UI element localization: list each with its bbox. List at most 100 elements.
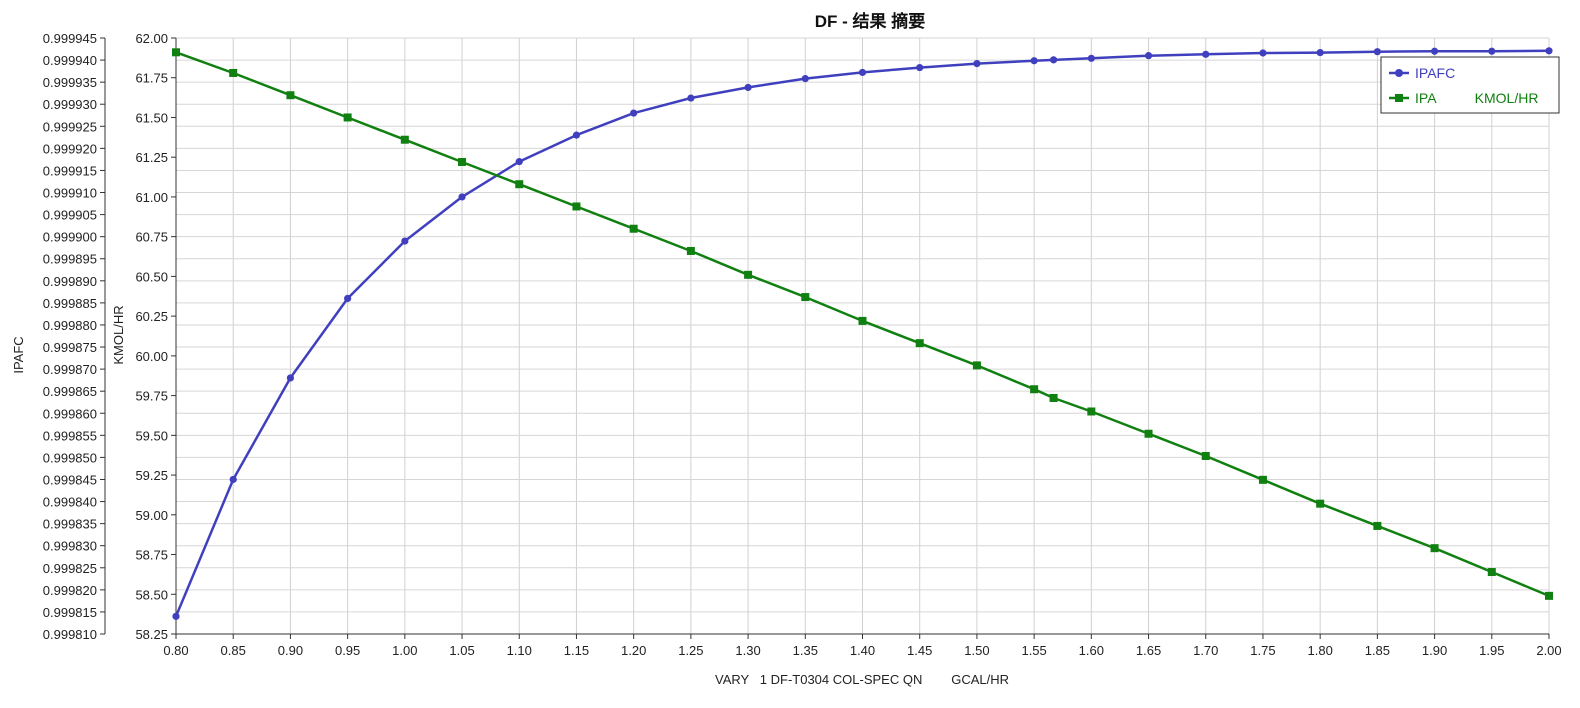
data-point-ipafc	[687, 94, 695, 102]
left-tick-label: 0.999810	[43, 627, 97, 642]
data-point-ipa	[400, 135, 409, 144]
data-point-ipa	[1545, 591, 1553, 600]
left-tick-label: 0.999920	[43, 141, 97, 156]
data-point-ipafc	[1202, 50, 1210, 58]
data-point-ipa	[686, 246, 695, 255]
left-tick-label: 0.999835	[43, 517, 97, 532]
right-tick-label: 59.25	[135, 468, 168, 483]
right-tick-label: 62.00	[135, 31, 168, 46]
left-tick-label: 0.999915	[43, 163, 97, 178]
x-tick-label: 1.95	[1479, 643, 1504, 658]
left-tick-label: 0.999825	[43, 561, 97, 576]
series-layer	[172, 47, 1553, 620]
data-point-ipa	[972, 361, 981, 370]
data-point-ipa	[1049, 393, 1058, 402]
x-tick-label: 0.85	[221, 643, 246, 658]
right-tick-label: 59.75	[135, 389, 168, 404]
x-tick-label: 2.00	[1536, 643, 1561, 658]
data-point-ipafc	[1316, 48, 1324, 57]
data-point-ipafc	[458, 193, 466, 201]
left-tick-label: 0.999870	[43, 362, 97, 377]
data-point-ipafc	[1373, 48, 1381, 56]
data-point-ipa	[229, 68, 238, 77]
left-tick-label: 0.999830	[43, 539, 97, 554]
data-point-ipa	[1258, 475, 1267, 484]
x-tick-label: 0.80	[163, 643, 188, 658]
legend-marker-ipa	[1395, 94, 1403, 102]
data-point-ipafc	[515, 158, 523, 166]
data-point-ipa	[343, 113, 352, 122]
data-point-ipafc	[1430, 47, 1439, 55]
data-point-ipa	[1430, 544, 1439, 553]
left-tick-label: 0.999925	[43, 119, 97, 134]
data-point-ipa	[286, 91, 295, 100]
data-point-ipafc	[344, 294, 352, 303]
x-tick-label: 1.90	[1422, 643, 1447, 658]
left-tick-label: 0.999895	[43, 252, 97, 267]
x-tick-label: 1.40	[850, 643, 875, 658]
series-line-0	[174, 49, 1550, 617]
data-point-ipa	[1144, 429, 1153, 438]
data-point-ipafc	[1259, 49, 1267, 57]
x-tick-label: 1.50	[964, 643, 989, 658]
data-point-ipafc	[916, 63, 924, 72]
data-point-ipa	[515, 180, 524, 189]
data-point-ipafc	[1144, 52, 1153, 60]
x-tick-label: 1.20	[621, 643, 646, 658]
left-tick-label: 0.999900	[43, 230, 97, 245]
data-point-ipa	[1373, 521, 1382, 530]
left-tick-label: 0.999820	[43, 583, 97, 598]
left-tick-label: 0.999840	[43, 495, 97, 510]
x-tick-label: 0.90	[278, 643, 303, 658]
data-point-ipa	[458, 157, 467, 166]
legend-label-ipafc: IPAFC	[1415, 65, 1455, 81]
data-point-ipa	[801, 293, 810, 302]
left-tick-label: 0.999855	[43, 428, 97, 443]
x-axis-label: VARY 1 DF-T0304 COL-SPEC QN GCAL/HR	[715, 672, 1009, 687]
data-point-ipa	[572, 202, 581, 211]
left-tick-label: 0.999860	[43, 406, 97, 421]
left-tick-label: 0.999875	[43, 340, 97, 355]
series-line-1	[175, 51, 1550, 598]
data-point-ipafc	[229, 475, 237, 484]
data-point-ipa	[1201, 451, 1210, 460]
right-axis-label: KMOL/HR	[111, 305, 126, 364]
left-tick-label: 0.999845	[43, 472, 97, 487]
x-tick-label: 1.25	[678, 643, 703, 658]
x-tick-label: 1.60	[1079, 643, 1104, 658]
data-point-ipa	[858, 316, 867, 325]
right-tick-label: 59.00	[135, 508, 168, 523]
x-tick-label: 1.65	[1136, 643, 1161, 658]
left-tick-label: 0.999865	[43, 384, 97, 399]
data-point-ipa	[172, 48, 180, 57]
right-tick-label: 60.25	[135, 309, 168, 324]
right-tick-label: 60.75	[135, 230, 168, 245]
data-point-ipafc	[1030, 57, 1038, 65]
left-tick-label: 0.999890	[43, 274, 97, 289]
data-point-ipa	[1087, 407, 1096, 416]
left-axis-label: IPAFC	[11, 336, 26, 373]
x-tick-label: 1.30	[735, 643, 760, 658]
data-point-ipafc	[1087, 54, 1095, 62]
left-tick-label: 0.999850	[43, 450, 97, 465]
data-point-ipa	[629, 224, 638, 233]
right-tick-label: 61.50	[135, 110, 168, 125]
data-point-ipafc	[172, 612, 180, 620]
data-point-ipafc	[286, 374, 295, 382]
x-tick-label: 1.55	[1021, 643, 1046, 658]
grid-layer	[175, 37, 1550, 635]
right-tick-label: 58.25	[135, 627, 168, 642]
data-point-ipafc	[973, 60, 981, 68]
left-tick-label: 0.999935	[43, 75, 97, 90]
left-tick-label: 0.999940	[43, 53, 97, 68]
right-tick-label: 58.50	[135, 587, 168, 602]
x-tick-label: 1.45	[907, 643, 932, 658]
x-tick-label: 1.35	[793, 643, 818, 658]
data-point-ipafc	[801, 75, 809, 83]
left-tick-label: 0.999930	[43, 97, 97, 112]
right-tick-label: 61.75	[135, 71, 168, 86]
chart-legend: IPAFC IPA KMOL/HR	[1380, 56, 1560, 114]
right-tick-label: 58.75	[135, 548, 168, 563]
